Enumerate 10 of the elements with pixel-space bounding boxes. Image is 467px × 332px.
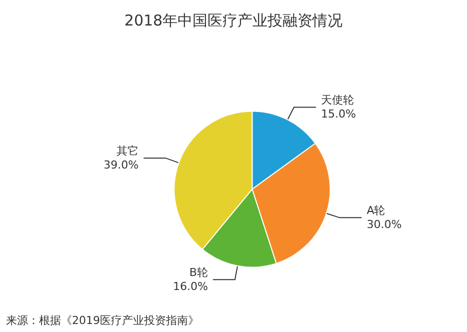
source-note: 来源：根据《2019医疗产业投资指南》 (6, 314, 199, 327)
data-label: 30.0% (366, 218, 402, 232)
data-label: 15.0% (320, 108, 356, 121)
data-label: 16.0% (172, 280, 208, 294)
slice-label: B轮 (189, 266, 208, 280)
chart-title: 2018年中国医疗产业投融资情况 (124, 12, 343, 30)
slice-label: 天使轮 (320, 94, 354, 107)
slice-label: A轮 (366, 204, 386, 218)
slice-label: 其它 (116, 144, 139, 158)
data-label: 39.0% (104, 158, 139, 172)
